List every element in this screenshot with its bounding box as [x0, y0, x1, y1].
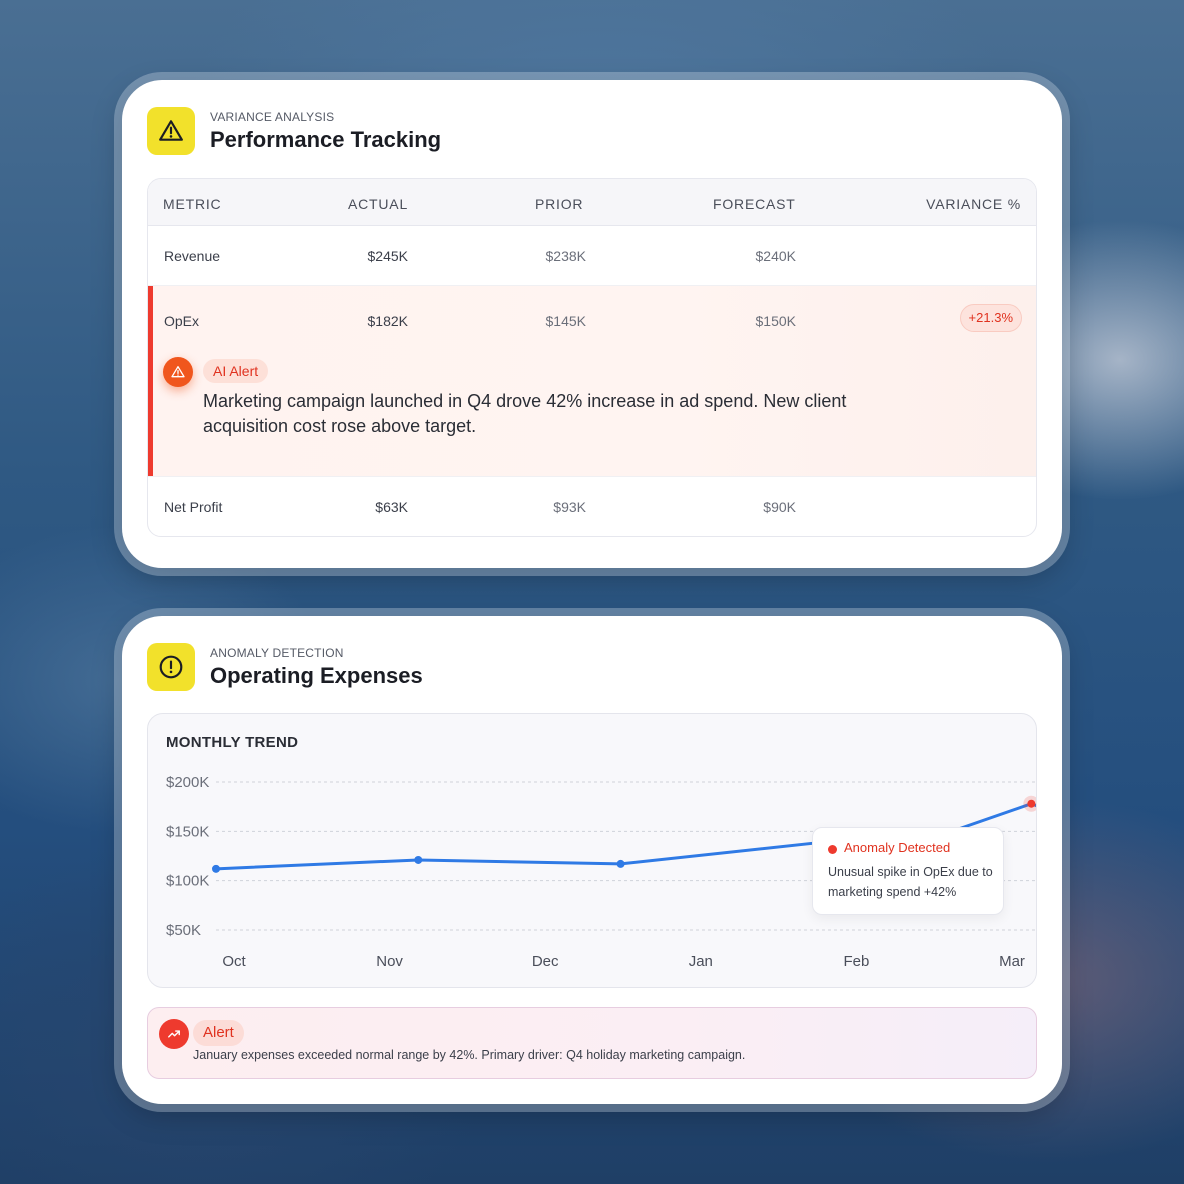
- cell-prior: $145K: [545, 313, 586, 329]
- anomaly-card-header: ANOMALY DETECTION Operating Expenses: [147, 643, 423, 691]
- tooltip-body: Unusual spike in OpEx due to marketing s…: [828, 865, 993, 899]
- table-header: METRIC ACTUAL PRIOR FORECAST VARIANCE %: [148, 179, 1036, 226]
- anomaly-point: [1027, 799, 1036, 808]
- y-tick-label: $50K: [166, 922, 201, 939]
- anomaly-dot-icon: [828, 845, 837, 854]
- trending-up-icon: [159, 1019, 189, 1049]
- cell-prior: $93K: [553, 499, 586, 515]
- x-tick-label: Dec: [532, 953, 559, 970]
- anomaly-title: Operating Expenses: [210, 662, 423, 688]
- ai-alert-message: Marketing campaign launched in Q4 drove …: [203, 391, 847, 436]
- variance-kicker: VARIANCE ANALYSIS: [210, 109, 335, 124]
- alert-row-indicator: [148, 286, 153, 476]
- chart-title: MONTHLY TREND: [166, 734, 299, 751]
- column-header-prior: PRIOR: [535, 196, 584, 212]
- x-tick-label: Feb: [843, 953, 869, 970]
- data-point: [616, 859, 625, 868]
- cell-forecast: $90K: [763, 499, 796, 515]
- ai-alert-label: AI Alert: [203, 359, 269, 383]
- anomaly-detection-card: ANOMALY DETECTION Operating Expenses MON…: [122, 616, 1062, 1104]
- cell-metric: OpEx: [164, 313, 200, 329]
- column-header-metric: METRIC: [163, 196, 222, 212]
- x-tick-label: Oct: [222, 953, 246, 970]
- table-row-revenue[interactable]: Revenue $245K $238K $240K: [148, 226, 1036, 286]
- alert-label: Alert: [193, 1020, 244, 1046]
- column-header-actual: ACTUAL: [348, 196, 409, 212]
- y-tick-label: $200K: [166, 774, 209, 791]
- anomaly-tooltip: Anomaly Detected Unusual spike in OpEx d…: [812, 827, 1004, 915]
- table-row-net-profit[interactable]: Net Profit $63K $93K $90K: [148, 476, 1036, 536]
- variance-card-header: VARIANCE ANALYSIS Performance Tracking: [147, 107, 441, 155]
- cell-actual: $182K: [367, 313, 408, 329]
- monthly-trend-chart: MONTHLY TREND $200K $150K $100K $50K Oct Nov D…: [147, 713, 1037, 988]
- anomaly-kicker: ANOMALY DETECTION: [210, 645, 344, 660]
- column-header-forecast: FORECAST: [713, 196, 796, 212]
- x-tick-label: Jan: [689, 953, 713, 970]
- exclamation-circle-icon: [147, 643, 195, 691]
- cell-metric: Revenue: [164, 248, 221, 264]
- data-point: [212, 864, 220, 873]
- column-header-variance: VARIANCE %: [926, 196, 1021, 212]
- variance-table: METRIC ACTUAL PRIOR FORECAST VARIANCE % …: [147, 178, 1037, 537]
- alert-message: January expenses exceeded normal range b…: [193, 1048, 746, 1062]
- variance-analysis-card: VARIANCE ANALYSIS Performance Tracking M…: [122, 80, 1062, 568]
- tooltip-title: Anomaly Detected: [844, 840, 951, 855]
- x-tick-label: Nov: [376, 953, 403, 970]
- ai-alert-icon: [163, 357, 193, 387]
- expense-alert-banner: Alert January expenses exceeded normal r…: [147, 1007, 1037, 1079]
- table-row-opex[interactable]: OpEx $182K $145K $150K +21.3% AI Alert M…: [148, 286, 1036, 476]
- cell-forecast: $150K: [755, 313, 796, 329]
- cell-actual: $63K: [375, 499, 408, 515]
- y-tick-label: $150K: [166, 823, 209, 840]
- data-point: [414, 855, 423, 864]
- x-tick-label: Mar: [999, 953, 1025, 970]
- warning-triangle-icon: [147, 107, 195, 155]
- variance-badge: +21.3%: [959, 304, 1022, 332]
- cell-actual: $245K: [367, 248, 408, 264]
- cell-metric: Net Profit: [164, 499, 223, 515]
- cell-prior: $238K: [545, 248, 586, 264]
- variance-title: Performance Tracking: [210, 126, 442, 152]
- cell-forecast: $240K: [755, 248, 796, 264]
- y-tick-label: $100K: [166, 873, 209, 890]
